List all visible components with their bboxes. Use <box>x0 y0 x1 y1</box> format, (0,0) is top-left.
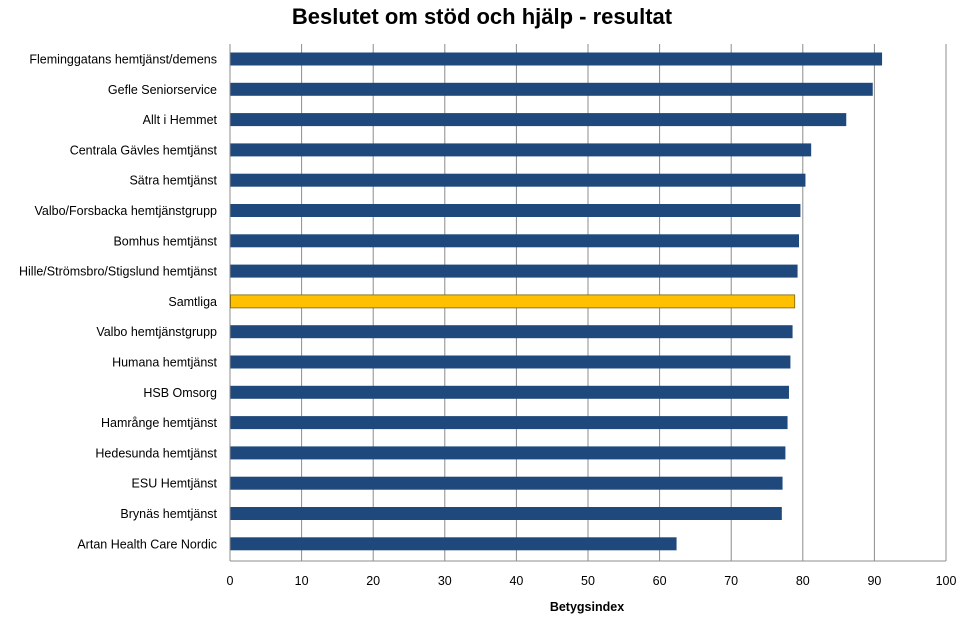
category-label: Fleminggatans hemtjänst/demens <box>29 53 217 67</box>
category-label: Samtliga <box>168 295 217 309</box>
category-label: Hamrånge hemtjänst <box>101 416 218 430</box>
x-tick-label: 10 <box>295 574 309 588</box>
bars <box>230 52 883 551</box>
category-label: HSB Omsorg <box>143 386 217 400</box>
x-tick-label: 20 <box>366 574 380 588</box>
category-label: Humana hemtjänst <box>112 356 217 370</box>
bar <box>230 507 782 520</box>
x-tick-label: 70 <box>724 574 738 588</box>
bar <box>230 204 801 217</box>
bar <box>230 416 788 430</box>
x-tick-label: 90 <box>867 574 881 588</box>
category-label: Allt i Hemmet <box>143 113 218 127</box>
x-axis-title: Betygsindex <box>550 600 624 614</box>
bar <box>230 113 847 127</box>
bar <box>230 143 812 157</box>
category-label: Brynäs hemtjänst <box>120 507 217 521</box>
chart-title: Beslutet om stöd och hjälp - resultat <box>292 4 673 29</box>
x-tick-label: 0 <box>227 574 234 588</box>
category-label: Bomhus hemtjänst <box>113 234 217 248</box>
bar-highlight <box>230 294 796 309</box>
category-labels: Fleminggatans hemtjänst/demens Gefle Seni… <box>19 53 218 552</box>
category-label: Valbo hemtjänstgrupp <box>96 325 217 339</box>
category-label: Sätra hemtjänst <box>129 174 217 188</box>
bar <box>230 446 786 460</box>
category-label: Hedesunda hemtjänst <box>95 446 217 460</box>
bar <box>230 385 789 399</box>
x-tick-label: 50 <box>581 574 595 588</box>
category-label: Valbo/Forsbacka hemtjänstgrupp <box>34 204 217 218</box>
category-label: Centrala Gävles hemtjänst <box>70 143 218 157</box>
bar <box>230 173 806 187</box>
x-tick-label: 100 <box>936 574 957 588</box>
x-tick-label: 40 <box>509 574 523 588</box>
bar <box>230 52 883 66</box>
x-tick-label: 60 <box>653 574 667 588</box>
bar <box>230 264 798 278</box>
bar <box>230 82 873 96</box>
x-tick-label: 80 <box>796 574 810 588</box>
category-label: Artan Health Care Nordic <box>77 537 217 551</box>
x-tick-labels: 0 10 20 30 40 50 60 70 80 90 100 <box>227 574 957 588</box>
category-label: ESU Hemtjänst <box>132 477 218 491</box>
category-label: Gefle Seniorservice <box>108 83 217 97</box>
bar <box>230 537 677 551</box>
bar <box>230 234 800 248</box>
x-tick-label: 30 <box>438 574 452 588</box>
category-label: Hille/Strömsbro/Stigslund hemtjänst <box>19 265 218 279</box>
bar <box>230 325 793 339</box>
bar <box>230 355 791 369</box>
bar <box>230 476 783 490</box>
